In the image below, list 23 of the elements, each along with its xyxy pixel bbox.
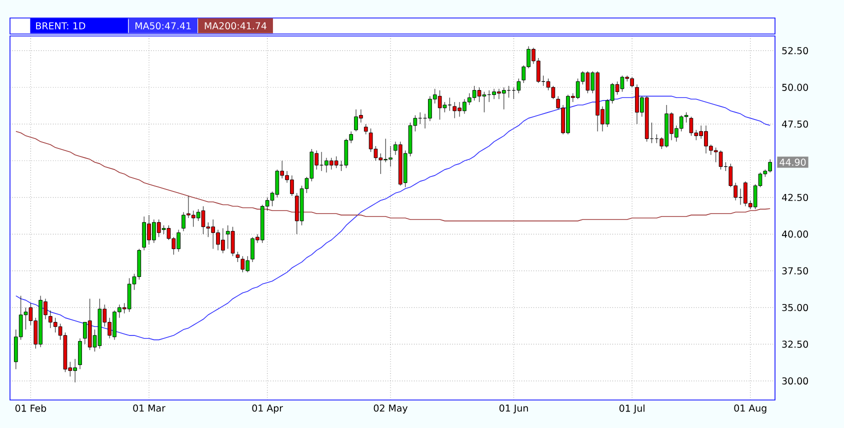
x-tick-label: 01 Apr: [252, 404, 284, 414]
y-tick-label: 30.00: [782, 377, 808, 385]
y-tick-label: 52.50: [782, 47, 808, 54]
candlestick: [236, 252, 240, 262]
candlestick: [78, 338, 82, 370]
x-tick-label: 01 Feb: [15, 404, 46, 412]
text: MA200:41.74: [204, 22, 266, 30]
candlestick: [364, 124, 368, 135]
x-tick-label: 01 Aug: [734, 404, 766, 414]
y-tick-label: 37.50: [782, 267, 808, 274]
y-tick-label: 42.50: [782, 194, 808, 202]
y-tick-label: 40.00: [782, 230, 808, 238]
x-tick-label: 02 May: [374, 404, 408, 414]
y-tick-label: 32.50: [782, 340, 808, 348]
x-tick-label: 01 Mar: [133, 404, 166, 412]
annotation: 44.90: [780, 158, 806, 166]
x-tick-label: 01 Jul: [619, 404, 644, 414]
text: MA50:47.41: [136, 22, 191, 30]
y-tick-label: 47.50: [782, 120, 808, 128]
y-tick-label: 50.00: [782, 84, 808, 91]
y-tick-label: 35.00: [782, 304, 808, 312]
chart-title: BRENT: 1D: [36, 22, 86, 30]
x-tick-label: 01 Jun: [499, 404, 528, 414]
